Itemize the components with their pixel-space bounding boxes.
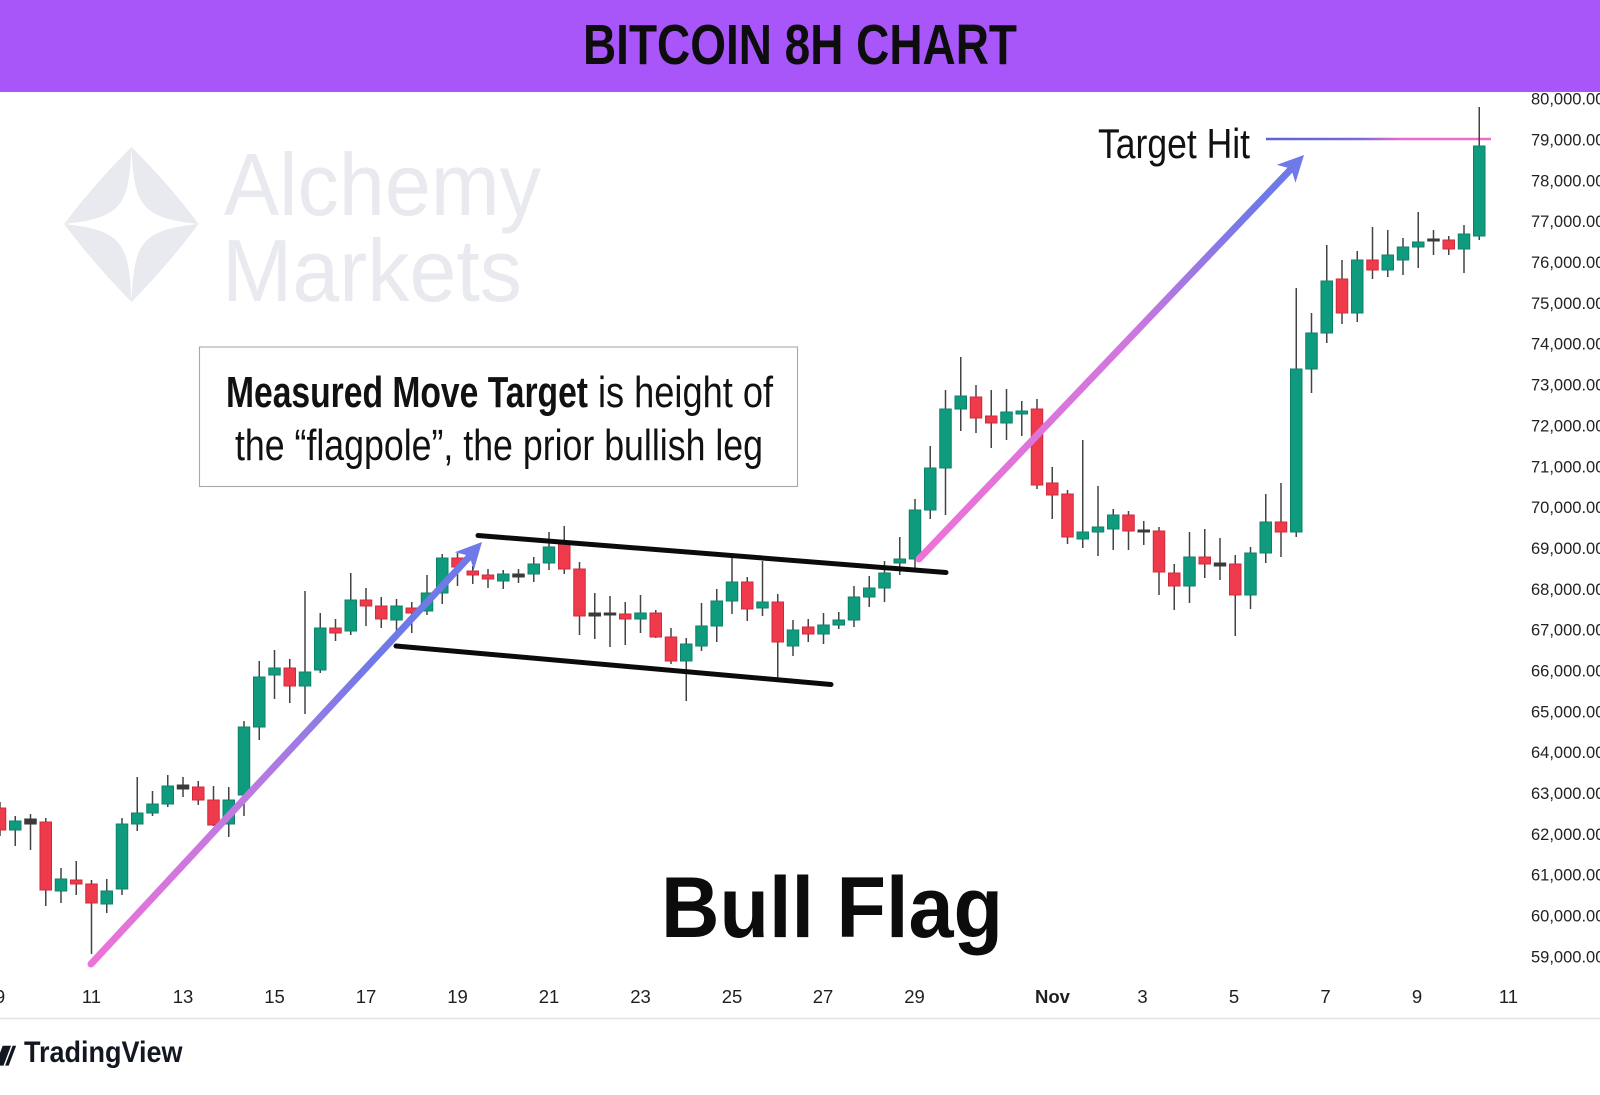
svg-text:BITCOIN 8H CHART: BITCOIN 8H CHART <box>583 13 1017 77</box>
svg-text:63,000.00: 63,000.00 <box>1531 785 1600 803</box>
svg-text:is height of: is height of <box>598 368 774 417</box>
svg-text:Markets: Markets <box>222 221 522 320</box>
svg-text:25: 25 <box>722 986 743 1007</box>
svg-text:Nov: Nov <box>1035 986 1071 1007</box>
svg-text:76,000.00: 76,000.00 <box>1531 254 1600 272</box>
svg-text:11: 11 <box>82 986 101 1007</box>
svg-text:60,000.00: 60,000.00 <box>1531 908 1600 926</box>
svg-text:59,000.00: 59,000.00 <box>1531 948 1600 966</box>
svg-text:27: 27 <box>813 986 834 1007</box>
svg-text:67,000.00: 67,000.00 <box>1531 622 1600 640</box>
svg-text:64,000.00: 64,000.00 <box>1531 744 1600 762</box>
svg-text:29: 29 <box>904 986 925 1007</box>
svg-text:74,000.00: 74,000.00 <box>1531 336 1600 354</box>
svg-text:78,000.00: 78,000.00 <box>1531 172 1600 190</box>
svg-text:3: 3 <box>1137 986 1147 1007</box>
svg-text:68,000.00: 68,000.00 <box>1531 581 1600 599</box>
svg-text:9: 9 <box>1412 986 1422 1007</box>
svg-text:23: 23 <box>630 986 651 1007</box>
svg-text:13: 13 <box>173 986 194 1007</box>
svg-text:72,000.00: 72,000.00 <box>1531 417 1600 435</box>
svg-text:69,000.00: 69,000.00 <box>1531 540 1600 558</box>
svg-text:Target Hit: Target Hit <box>1098 120 1250 167</box>
svg-text:7: 7 <box>1320 986 1330 1007</box>
svg-text:80,000.00: 80,000.00 <box>1531 91 1600 109</box>
svg-text:71,000.00: 71,000.00 <box>1531 458 1600 476</box>
svg-text:73,000.00: 73,000.00 <box>1531 377 1600 395</box>
svg-text:15: 15 <box>264 986 285 1007</box>
svg-text:the “flagpole”, the prior bull: the “flagpole”, the prior bullish leg <box>235 421 763 470</box>
svg-text:65,000.00: 65,000.00 <box>1531 703 1600 721</box>
svg-text:70,000.00: 70,000.00 <box>1531 499 1600 517</box>
svg-text:62,000.00: 62,000.00 <box>1531 826 1600 844</box>
svg-text:19: 19 <box>447 986 468 1007</box>
svg-text:Alchemy: Alchemy <box>224 135 541 234</box>
svg-text:9: 9 <box>0 986 5 1007</box>
svg-text:11: 11 <box>1499 986 1518 1007</box>
svg-text:5: 5 <box>1229 986 1239 1007</box>
svg-text:17: 17 <box>356 986 377 1007</box>
svg-text:77,000.00: 77,000.00 <box>1531 213 1600 231</box>
svg-text:61,000.00: 61,000.00 <box>1531 867 1600 885</box>
svg-text:Bull Flag: Bull Flag <box>661 860 1003 956</box>
svg-text:75,000.00: 75,000.00 <box>1531 295 1600 313</box>
svg-text:66,000.00: 66,000.00 <box>1531 663 1600 681</box>
svg-text:79,000.00: 79,000.00 <box>1531 132 1600 150</box>
svg-text:21: 21 <box>539 986 560 1007</box>
svg-text:Measured Move Target: Measured Move Target <box>226 368 588 417</box>
svg-text:TradingView: TradingView <box>24 1036 183 1069</box>
